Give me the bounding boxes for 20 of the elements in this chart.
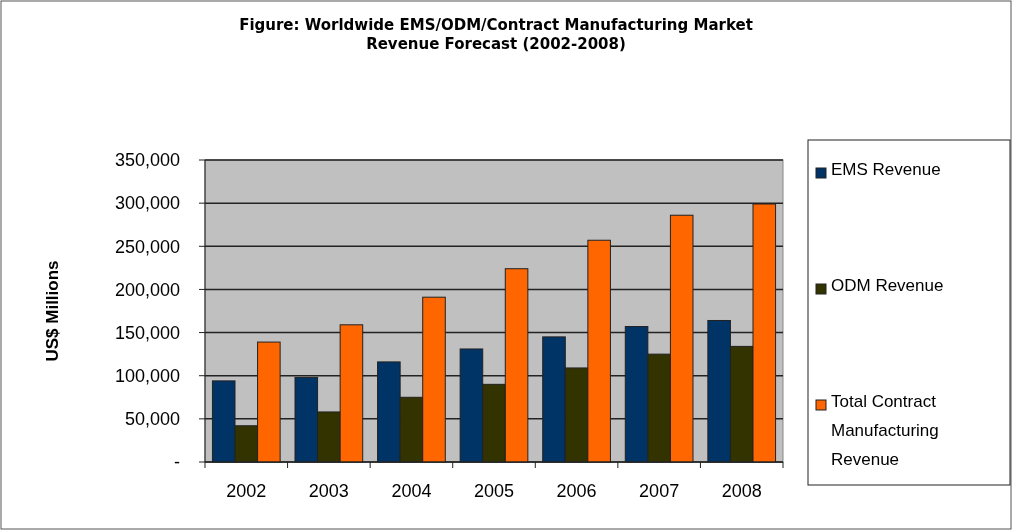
x-tick-label: 2006 bbox=[556, 481, 597, 501]
y-axis-title: US$ Millions bbox=[43, 260, 62, 362]
y-tick-label: 200,000 bbox=[114, 279, 180, 300]
legend-label: Total Contract Manufacturing Revenue bbox=[831, 392, 939, 469]
y-tick-label: 300,000 bbox=[114, 193, 180, 214]
legend-label: EMS Revenue bbox=[831, 160, 941, 179]
y-tick-label: 50,000 bbox=[124, 409, 180, 430]
y-tick-label: 100,000 bbox=[114, 366, 180, 387]
x-tick-label: 2004 bbox=[391, 481, 432, 501]
x-tick-label: 2003 bbox=[308, 481, 349, 501]
x-tick-label: 2002 bbox=[226, 481, 267, 501]
x-tick-label: 2008 bbox=[721, 481, 762, 501]
x-tick-label: 2007 bbox=[639, 481, 680, 501]
x-tick-label: 2005 bbox=[473, 481, 515, 501]
chart-title: Figure: Worldwide EMS/ODM/Contract Manufacturing Market Revenue Forecast (2002-2008) bbox=[239, 16, 753, 53]
y-tick-label: - bbox=[174, 452, 180, 473]
y-tick-label: 350,000 bbox=[114, 150, 180, 171]
legend-label: ODM Revenue bbox=[831, 276, 944, 295]
y-tick-label: 150,000 bbox=[114, 322, 180, 343]
y-tick-label: 250,000 bbox=[114, 236, 180, 257]
